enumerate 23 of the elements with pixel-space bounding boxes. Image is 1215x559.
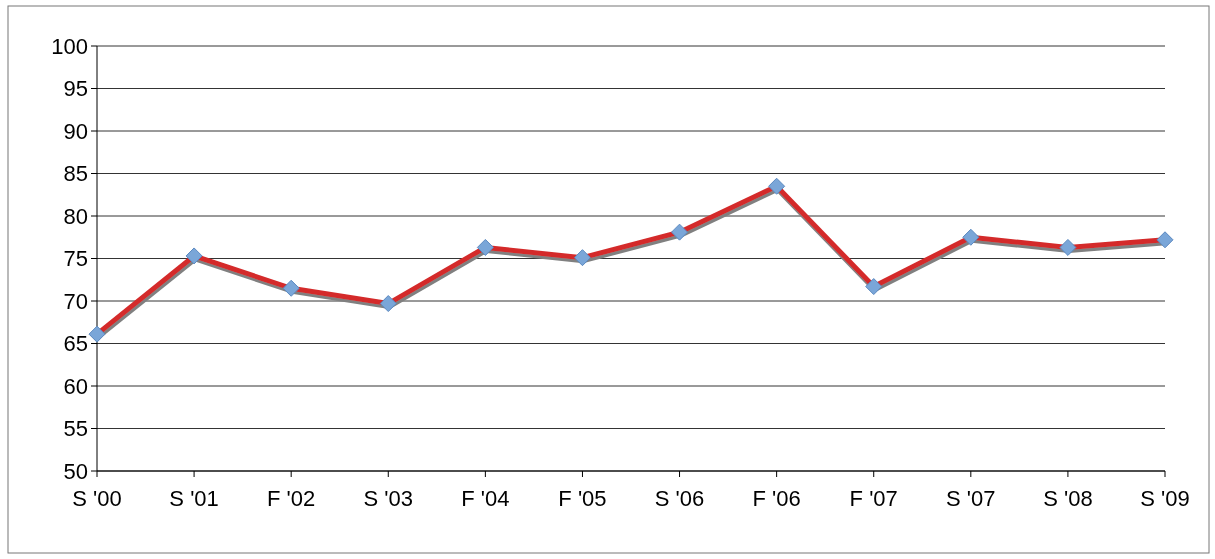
- y-tick-label: 50: [63, 458, 88, 484]
- x-tick-label: F '05: [558, 486, 607, 511]
- y-tick-label: 65: [63, 331, 88, 357]
- x-tick-label: F '02: [267, 486, 316, 511]
- y-tick-label: 60: [63, 373, 88, 399]
- x-tick-label: S '07: [946, 486, 996, 511]
- x-tick-label: S '00: [72, 486, 122, 511]
- y-tick-label: 80: [63, 203, 88, 229]
- y-tick-label: 70: [63, 288, 88, 314]
- x-tick-label: F '06: [752, 486, 801, 511]
- y-tick-label: 75: [63, 246, 88, 272]
- x-tick-label: F '04: [461, 486, 510, 511]
- x-tick-label: S '06: [654, 486, 705, 511]
- x-tick-label: F '07: [849, 486, 898, 511]
- y-tick-label: 90: [63, 118, 88, 144]
- x-tick-label: S '01: [169, 486, 219, 511]
- y-tick-label: 85: [63, 161, 88, 187]
- y-tick-label: 95: [63, 76, 88, 102]
- x-tick-label: S '09: [1140, 486, 1190, 511]
- y-tick-label: 100: [51, 33, 88, 59]
- y-tick-label: 55: [63, 416, 88, 442]
- x-tick-label: S '03: [363, 486, 414, 511]
- x-tick-label: S '08: [1043, 486, 1093, 511]
